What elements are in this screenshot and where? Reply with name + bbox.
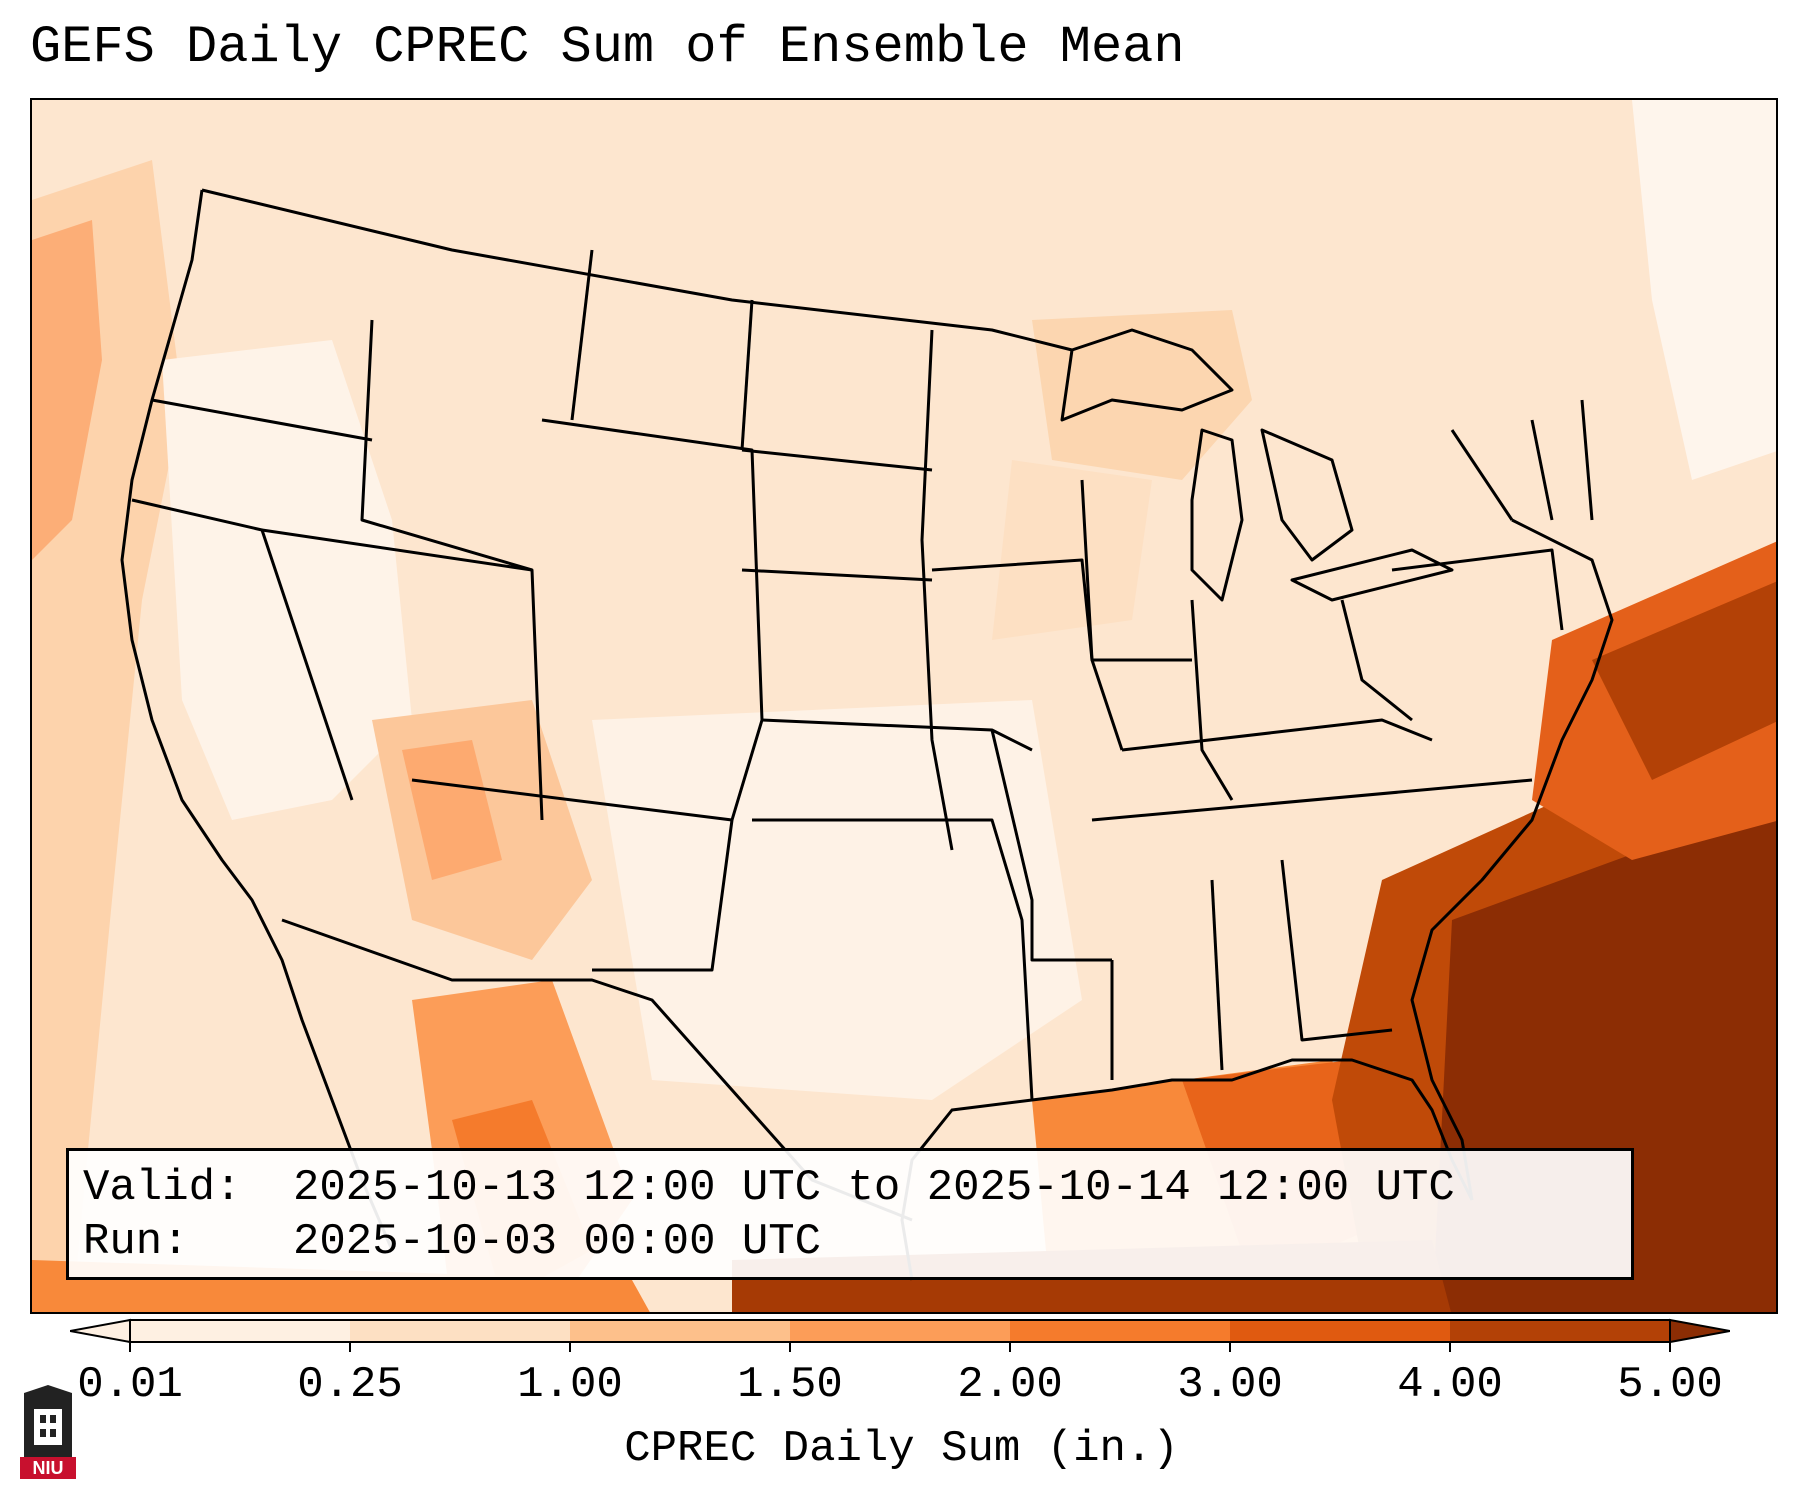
colorbar-tick-label: 2.00	[957, 1360, 1063, 1410]
run-row: Run: 2025-10-03 00:00 UTC	[83, 1215, 1617, 1269]
run-value: 2025-10-03 00:00 UTC	[293, 1217, 822, 1267]
boundaries	[120, 188, 1614, 1281]
colorbar-label: CPREC Daily Sum (in.)	[624, 1424, 1179, 1474]
colorbar-extend-max	[1669, 1318, 1730, 1344]
canada-border	[201, 188, 1073, 352]
west-coastline	[120, 189, 394, 1251]
colorbar-extend-min	[70, 1318, 131, 1344]
valid-row: Valid: 2025-10-13 12:00 UTC to 2025-10-1…	[83, 1161, 1617, 1215]
colorbar-outline	[129, 1319, 1671, 1343]
colorbar-segment	[790, 1320, 1010, 1342]
colorbar-tick-label: 3.00	[1177, 1360, 1283, 1410]
east-coastline	[1410, 518, 1614, 1201]
lake-superior	[1060, 328, 1234, 422]
lake-erie	[1290, 548, 1454, 602]
colorbar-segment	[130, 1320, 350, 1342]
colorbar-tick-label: 4.00	[1397, 1360, 1503, 1410]
lake-michigan	[1190, 428, 1244, 602]
colorbar-tick-label: 1.50	[737, 1360, 843, 1410]
lake-huron	[1260, 428, 1354, 562]
svg-text:NIU: NIU	[33, 1458, 64, 1478]
colorbar	[70, 1318, 1730, 1352]
niu-logo-icon: NIU	[20, 1385, 76, 1479]
valid-value: 2025-10-13 12:00 UTC to 2025-10-14 12:00…	[293, 1163, 1455, 1213]
colorbar-segment	[570, 1320, 790, 1342]
colorbar-segment	[350, 1320, 570, 1342]
precip-map	[32, 100, 1776, 1312]
validity-info-box: Valid: 2025-10-13 12:00 UTC to 2025-10-1…	[66, 1148, 1634, 1280]
valid-label: Valid:	[83, 1163, 242, 1213]
colorbar-tick-label: 0.01	[77, 1360, 183, 1410]
colorbar-segment	[1010, 1320, 1230, 1342]
colorbar-tick-label: 0.25	[297, 1360, 403, 1410]
colorbar-segment	[1450, 1320, 1670, 1342]
precip-field	[32, 100, 1776, 1312]
colorbar-segment	[1230, 1320, 1450, 1342]
colorbar-tick-label: 1.00	[517, 1360, 623, 1410]
chart-title: GEFS Daily CPREC Sum of Ensemble Mean	[30, 18, 1185, 77]
run-label: Run:	[83, 1217, 189, 1267]
map-panel	[30, 98, 1778, 1314]
colorbar-tick-label: 5.00	[1617, 1360, 1723, 1410]
